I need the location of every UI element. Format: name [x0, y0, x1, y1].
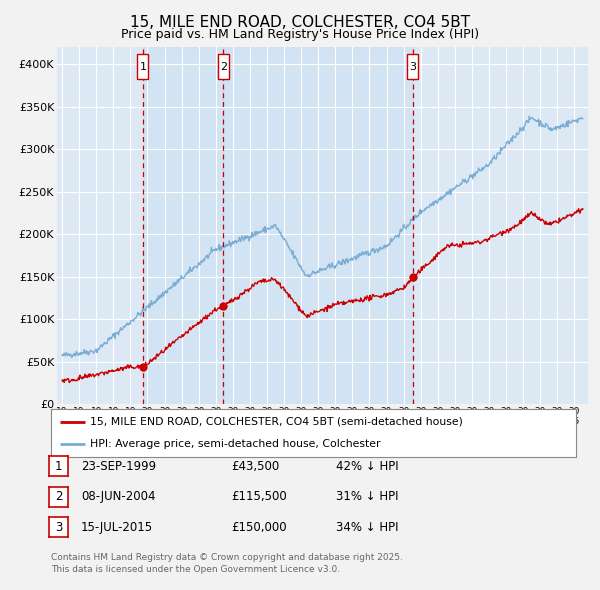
Text: 08-JUN-2004: 08-JUN-2004 — [81, 490, 155, 503]
Text: Price paid vs. HM Land Registry's House Price Index (HPI): Price paid vs. HM Land Registry's House … — [121, 28, 479, 41]
Text: 15-JUL-2015: 15-JUL-2015 — [81, 521, 153, 534]
FancyBboxPatch shape — [137, 54, 148, 79]
Text: 34% ↓ HPI: 34% ↓ HPI — [336, 521, 398, 534]
FancyBboxPatch shape — [218, 54, 229, 79]
Text: 23-SEP-1999: 23-SEP-1999 — [81, 460, 156, 473]
Text: 15, MILE END ROAD, COLCHESTER, CO4 5BT (semi-detached house): 15, MILE END ROAD, COLCHESTER, CO4 5BT (… — [91, 417, 463, 427]
Bar — [143, 47, 223, 404]
Text: 3: 3 — [409, 62, 416, 72]
Text: 2: 2 — [220, 62, 227, 72]
Text: £115,500: £115,500 — [231, 490, 287, 503]
FancyBboxPatch shape — [407, 54, 418, 79]
Text: HPI: Average price, semi-detached house, Colchester: HPI: Average price, semi-detached house,… — [91, 439, 381, 449]
Text: 15, MILE END ROAD, COLCHESTER, CO4 5BT: 15, MILE END ROAD, COLCHESTER, CO4 5BT — [130, 15, 470, 30]
Text: 42% ↓ HPI: 42% ↓ HPI — [336, 460, 398, 473]
Text: 3: 3 — [55, 521, 62, 534]
Text: 2: 2 — [55, 490, 62, 503]
Text: 31% ↓ HPI: 31% ↓ HPI — [336, 490, 398, 503]
Text: £43,500: £43,500 — [231, 460, 279, 473]
Text: £150,000: £150,000 — [231, 521, 287, 534]
Text: 1: 1 — [139, 62, 146, 72]
Text: 1: 1 — [55, 460, 62, 473]
Bar — [223, 47, 413, 404]
Text: Contains HM Land Registry data © Crown copyright and database right 2025.
This d: Contains HM Land Registry data © Crown c… — [51, 553, 403, 574]
